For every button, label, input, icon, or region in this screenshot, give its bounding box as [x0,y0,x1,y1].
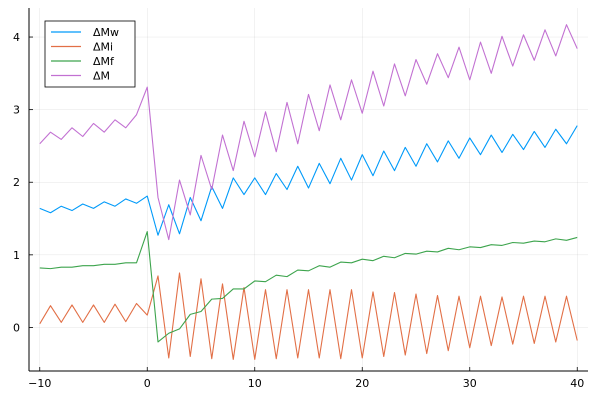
x-tick-label: 20 [355,377,369,390]
x-tick-label: 30 [463,377,477,390]
series-line-3 [39,231,578,343]
x-tick-label: 40 [570,377,584,390]
tick-labels: −10 0 10 20 30 40 0 1 2 3 4 [13,31,584,390]
legend-box [44,20,136,88]
y-tick-label: 3 [13,104,20,117]
x-tick-label: 0 [144,377,151,390]
legend-label-4: ΔM [93,70,110,83]
legend-label-2: ΔMi [93,41,113,54]
series-lines [39,24,578,360]
y-tick-label: 2 [13,176,20,189]
x-tick-label: 10 [248,377,262,390]
y-tick-label: 0 [13,321,20,334]
legend-label-1: ΔMw [93,26,119,39]
series-line-1 [39,125,578,236]
y-tick-label: 4 [13,31,20,44]
series-line-4 [39,24,578,241]
axes [28,8,588,372]
x-tick-label: −10 [28,377,51,390]
legend-label-3: ΔMf [93,55,115,68]
series-line-2 [39,272,578,360]
grid-lines [29,8,588,371]
y-tick-label: 1 [13,249,20,262]
